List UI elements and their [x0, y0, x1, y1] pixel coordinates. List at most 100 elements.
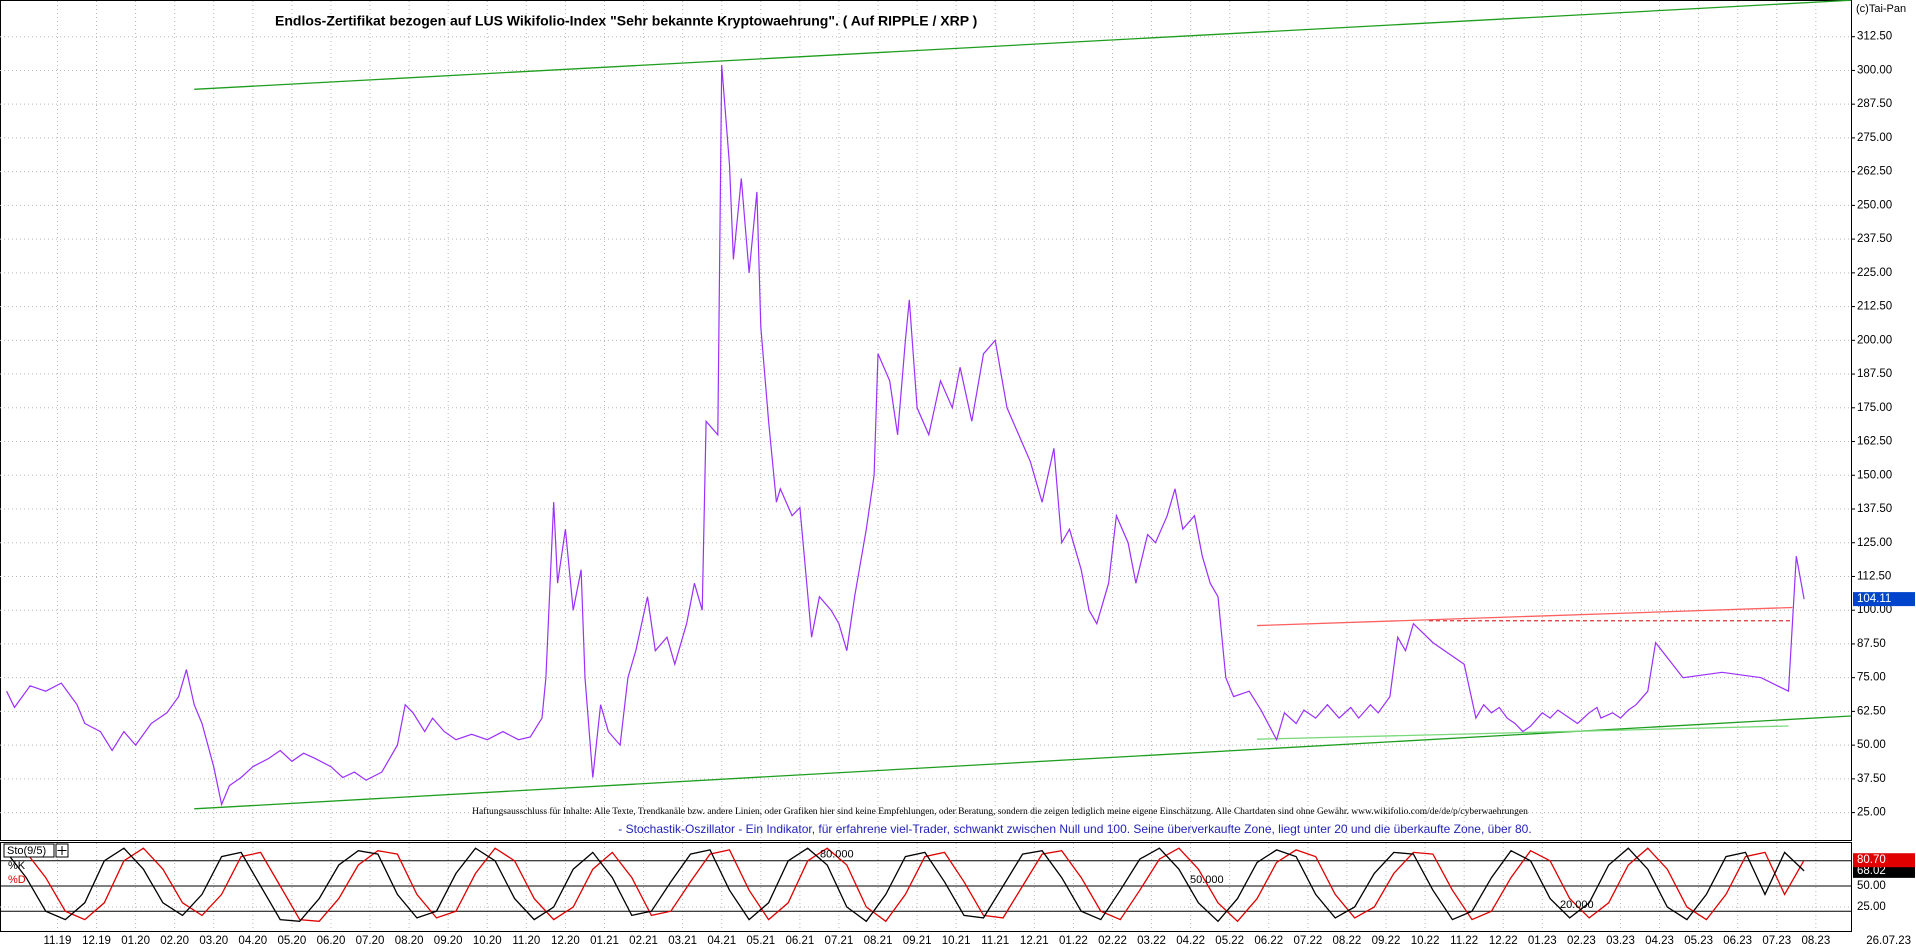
- y-tick-label: 275.00: [1857, 132, 1892, 144]
- y-tick-label: 225.00: [1857, 267, 1892, 279]
- y-tick-label: 25.00: [1857, 807, 1886, 819]
- y-tick-label: 212.50: [1857, 301, 1892, 313]
- x-tick-label: 08.23: [1801, 935, 1830, 947]
- x-tick-label: 03.22: [1137, 935, 1166, 947]
- y-tick-label: 62.50: [1857, 705, 1886, 717]
- last-value-tag: [1853, 853, 1915, 868]
- y-tick-label: 100.00: [1857, 604, 1892, 616]
- x-tick-label: 05.23: [1684, 935, 1713, 947]
- x-tick-label: 05.21: [746, 935, 775, 947]
- y-tick-label: 312.50: [1857, 31, 1892, 43]
- x-tick-label: 04.23: [1645, 935, 1674, 947]
- x-tick-label: 12.21: [1020, 935, 1049, 947]
- x-tick-label: 02.21: [629, 935, 658, 947]
- y-tick-label: 200.00: [1857, 334, 1892, 346]
- x-tick-label: 03.20: [199, 935, 228, 947]
- x-tick-label: 06.20: [317, 935, 346, 947]
- y-tick-label: 250.00: [1857, 199, 1892, 211]
- y-tick-label: 50.00: [1857, 739, 1886, 751]
- trendline: [1257, 606, 1793, 627]
- x-tick-label: 11.22: [1450, 935, 1478, 947]
- indicator-name: Sto(9/5): [7, 845, 46, 857]
- x-tick-label: 08.20: [395, 935, 424, 947]
- y-tick-label: 187.50: [1857, 368, 1892, 380]
- x-tick-label: 04.20: [238, 935, 267, 947]
- x-tick-label: 02.22: [1098, 935, 1127, 947]
- last-value-tag: [1853, 592, 1915, 607]
- chart-title: Endlos-Zertifikat bezogen auf LUS Wikifo…: [275, 13, 977, 29]
- last-value-label: 68.02: [1857, 865, 1886, 877]
- y-tick-label: 300.00: [1857, 64, 1892, 76]
- legend-k: %K: [8, 860, 26, 872]
- x-tick-label: 07.23: [1762, 935, 1791, 947]
- x-tick-label: 10.22: [1411, 935, 1440, 947]
- last-value-label: 104.11: [1857, 593, 1891, 605]
- x-tick-label: 01.21: [590, 935, 619, 947]
- x-tick-label: 06.23: [1723, 935, 1752, 947]
- x-tick-label: 08.21: [864, 935, 893, 947]
- y-tick-label: 287.50: [1857, 98, 1892, 110]
- x-tick-label: 02.20: [160, 935, 189, 947]
- x-tick-label: 01.23: [1528, 935, 1557, 947]
- x-tick-label: 09.20: [434, 935, 463, 947]
- oscillator-note: - Stochastik-Oszillator - Ein Indikator,…: [618, 822, 1531, 836]
- y-tick-label: 237.50: [1857, 233, 1892, 245]
- x-tick-label: 11.20: [512, 935, 540, 947]
- level-label: 50.000: [1190, 874, 1224, 886]
- legend-d: %D: [8, 874, 26, 886]
- y-tick-label: 75.00: [1857, 672, 1886, 684]
- line-series: [6, 847, 1805, 923]
- x-tick-label: 04.22: [1176, 935, 1205, 947]
- copyright: (c)Tai-Pan: [1856, 3, 1906, 15]
- x-tick-label: 08.22: [1333, 935, 1362, 947]
- x-tick-label: 10.20: [473, 935, 502, 947]
- x-tick-label: 12.22: [1489, 935, 1518, 947]
- x-tick-label: 12.19: [82, 935, 111, 947]
- x-tick-label: 07.22: [1293, 935, 1322, 947]
- x-tick-label: 03.23: [1606, 935, 1635, 947]
- y-tick-label: 37.50: [1857, 773, 1886, 785]
- x-tick-label: 01.22: [1059, 935, 1088, 947]
- x-tick-label: 06.21: [785, 935, 814, 947]
- stochastic-panel: [0, 842, 1852, 932]
- y-tick-label: 175.00: [1857, 402, 1892, 414]
- y-tick-label: 125.00: [1857, 537, 1892, 549]
- x-tick-label: 11.19: [43, 935, 71, 947]
- level-label: 80.000: [820, 849, 854, 861]
- x-tick-label: 02.23: [1567, 935, 1596, 947]
- marks: [0, 0, 1852, 923]
- last-date: 26.07.23: [1866, 935, 1911, 947]
- y-tick-label: 162.50: [1857, 436, 1892, 448]
- y-tick-label: 50.00: [1857, 880, 1886, 892]
- x-tick-label: 01.20: [121, 935, 150, 947]
- x-tick-label: 05.22: [1215, 935, 1244, 947]
- x-tick-label: 07.21: [825, 935, 854, 947]
- x-tick-label: 12.20: [551, 935, 580, 947]
- price-panel: [0, 0, 1852, 841]
- level-label: 20.000: [1560, 899, 1594, 911]
- y-tick-label: 137.50: [1857, 503, 1892, 515]
- x-tick-label: 10.21: [942, 935, 971, 947]
- y-tick-label: 87.50: [1857, 638, 1886, 650]
- last-value-tag: [1853, 863, 1915, 878]
- trendline: [1257, 725, 1789, 740]
- y-tick-label: 150.00: [1857, 469, 1892, 481]
- line-series: [6, 847, 1805, 923]
- plus-icon: [57, 846, 67, 855]
- indicator-box: [3, 843, 55, 858]
- y-tick-label: 112.50: [1857, 570, 1891, 582]
- line-series: [6, 64, 1805, 807]
- y-tick-label: 25.00: [1857, 901, 1886, 913]
- x-tick-label: 03.21: [668, 935, 697, 947]
- x-tick-label: 09.22: [1372, 935, 1401, 947]
- x-tick-label: 05.20: [278, 935, 307, 947]
- disclaimer: Haftungsausschluss für Inhalte: Alle Tex…: [472, 806, 1528, 817]
- x-tick-label: 04.21: [707, 935, 736, 947]
- y-tick-label: 262.50: [1857, 166, 1892, 178]
- x-tick-label: 06.22: [1254, 935, 1283, 947]
- x-tick-label: 07.20: [356, 935, 385, 947]
- last-value-label: 80.70: [1857, 854, 1886, 866]
